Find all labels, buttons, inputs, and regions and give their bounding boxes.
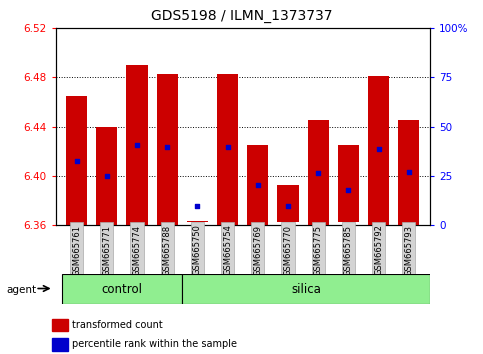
Text: GSM665770: GSM665770 [284, 224, 293, 275]
Point [375, 146, 383, 152]
Bar [66, 96, 87, 225]
Bar [127, 65, 148, 225]
Text: GSM665771: GSM665771 [102, 224, 112, 275]
Text: silica: silica [291, 283, 321, 296]
Bar [96, 127, 117, 225]
Point [254, 183, 262, 188]
Point [194, 204, 201, 209]
Bar [52, 338, 68, 351]
Text: GSM665793: GSM665793 [404, 224, 413, 275]
Text: GSM665792: GSM665792 [374, 224, 383, 275]
Bar [217, 74, 238, 225]
Text: transformed count: transformed count [72, 320, 163, 330]
Point [103, 173, 111, 178]
Point [284, 204, 292, 209]
Text: GSM665788: GSM665788 [163, 224, 172, 276]
Point [73, 158, 81, 164]
Text: GSM665769: GSM665769 [253, 224, 262, 275]
Point [163, 144, 171, 150]
Bar [277, 185, 298, 222]
Point [344, 188, 352, 193]
Text: GSM665761: GSM665761 [72, 224, 81, 275]
Text: GDS5198 / ILMN_1373737: GDS5198 / ILMN_1373737 [151, 9, 332, 23]
Point [314, 170, 322, 176]
Bar [62, 274, 183, 304]
Text: GSM665754: GSM665754 [223, 224, 232, 275]
Text: percentile rank within the sample: percentile rank within the sample [72, 339, 237, 349]
Bar [398, 120, 419, 225]
Bar [338, 145, 359, 222]
Point [224, 144, 231, 150]
Point [133, 142, 141, 148]
Bar [308, 120, 329, 225]
Bar [52, 319, 68, 331]
Bar [368, 76, 389, 225]
Bar [156, 74, 178, 225]
Point [405, 169, 412, 175]
Text: agent: agent [6, 285, 36, 295]
Text: GSM665785: GSM665785 [344, 224, 353, 275]
Bar [247, 145, 269, 225]
Text: GSM665775: GSM665775 [313, 224, 323, 275]
Text: control: control [101, 283, 142, 296]
Bar [183, 274, 430, 304]
Text: GSM665774: GSM665774 [132, 224, 142, 275]
Bar [187, 221, 208, 222]
Text: GSM665750: GSM665750 [193, 224, 202, 275]
